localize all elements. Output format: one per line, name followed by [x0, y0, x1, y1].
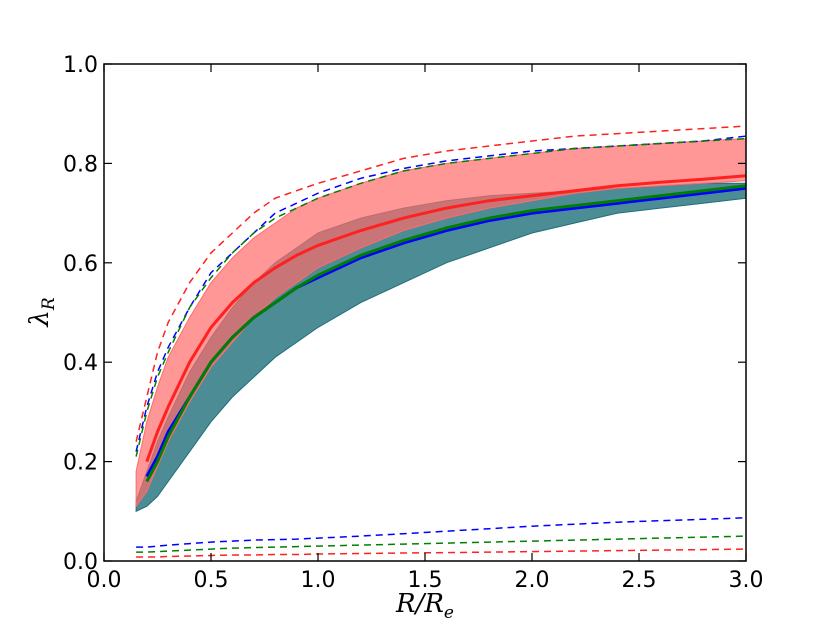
- series-line-5: [135, 137, 746, 457]
- band-1: [135, 138, 746, 508]
- y-axis: 0.0 0.2 0.4 0.6 0.8 1.0: [63, 53, 746, 575]
- confidence-bands: [135, 138, 746, 513]
- x-tick-label: 2.5: [622, 568, 657, 593]
- series-line-3: [135, 125, 746, 442]
- y-tick-label: 1.0: [63, 53, 98, 78]
- x-tick-label: 0.5: [194, 568, 229, 593]
- series-line-8: [136, 548, 746, 558]
- x-tick-label: 3.0: [729, 568, 764, 593]
- y-tick-label: 0.2: [63, 451, 98, 476]
- series-line-6: [136, 517, 746, 548]
- x-axis-label: R/Re: [395, 589, 454, 623]
- y-tick-label: 0.4: [63, 351, 98, 376]
- y-tick-label: 0.8: [63, 152, 98, 177]
- series-line-2: [145, 184, 746, 483]
- x-tick-label: 2.0: [515, 568, 550, 593]
- x-tick-label: 0.0: [87, 568, 122, 593]
- y-tick-label: 0.0: [63, 550, 98, 575]
- series-line-0: [145, 174, 746, 463]
- series-lines: [135, 125, 746, 558]
- x-tick-label: 1.5: [408, 568, 443, 593]
- y-tick-label: 0.6: [63, 252, 98, 277]
- x-axis: 0.0 0.5 1.0 1.5 2.0 2.5 3.0: [87, 64, 764, 593]
- y-axis-label: λR: [25, 297, 59, 327]
- series-line-4: [135, 135, 746, 452]
- x-tick-label: 1.0: [301, 568, 336, 593]
- series-line-7: [136, 535, 746, 553]
